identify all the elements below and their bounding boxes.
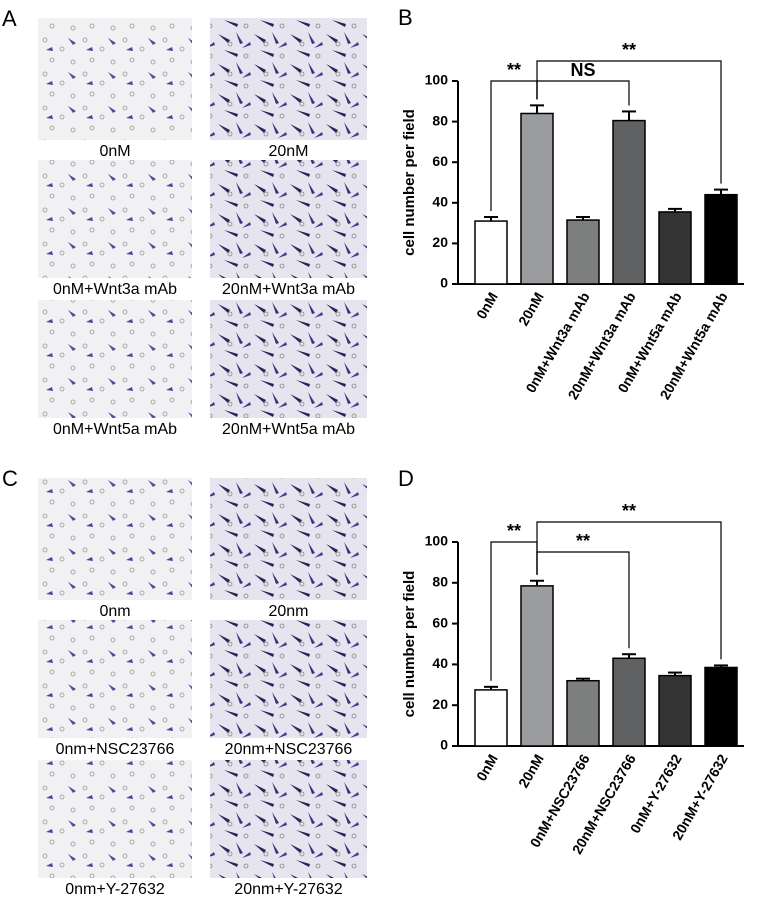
image-caption: 0nM+Wnt3a mAb	[53, 281, 177, 298]
micrograph	[210, 18, 367, 140]
y-tick-label: 100	[425, 72, 449, 88]
image-caption: 0nm	[99, 603, 130, 620]
bar	[612, 119, 646, 285]
y-tick-label: 20	[432, 696, 448, 712]
micrograph	[210, 300, 367, 418]
significance-label: **	[576, 531, 590, 551]
micrograph	[210, 760, 367, 878]
y-tick-label: 0	[440, 275, 448, 291]
significance-label: **	[622, 501, 636, 521]
significance-bracket	[536, 80, 630, 106]
y-tick-label: 80	[432, 574, 448, 590]
image-caption: 20nM+Wnt5a mAb	[222, 421, 355, 438]
bar	[658, 674, 692, 747]
y-tick-label: 60	[432, 614, 448, 630]
y-tick-label: 0	[440, 737, 448, 753]
y-tick-label: 40	[432, 194, 448, 210]
bar	[658, 211, 692, 285]
y-axis-label: cell number per field	[401, 109, 418, 256]
micrograph	[38, 620, 192, 738]
image-caption: 0nm+Y-27632	[65, 881, 165, 898]
significance-label: **	[507, 521, 521, 541]
micrograph	[210, 160, 367, 278]
image-caption: 20nM	[268, 143, 308, 160]
y-tick-label: 20	[432, 234, 448, 250]
image-caption: 20nm+Y-27632	[234, 881, 342, 898]
y-axis-label: cell number per field	[401, 571, 418, 718]
micrograph	[38, 160, 192, 278]
bar	[520, 585, 554, 747]
image-caption: 20nM+Wnt3a mAb	[222, 281, 355, 298]
micrograph	[210, 478, 367, 600]
bar	[566, 679, 600, 747]
panel-label: A	[2, 6, 17, 31]
image-caption: 20nm+NSC23766	[225, 741, 353, 758]
image-caption: 20nm	[268, 603, 308, 620]
bar	[474, 689, 508, 747]
y-tick-label: 40	[432, 655, 448, 671]
y-tick-label: 80	[432, 112, 448, 128]
y-tick-label: 60	[432, 153, 448, 169]
bar	[704, 666, 738, 747]
panel-label: B	[398, 5, 413, 30]
micrograph	[38, 300, 192, 418]
significance-label: **	[622, 40, 636, 60]
panel-label: D	[398, 466, 414, 491]
micrograph	[38, 760, 192, 878]
bar	[704, 193, 738, 285]
x-tick-label: 20nM	[515, 289, 547, 328]
image-caption: 0nM+Wnt5a mAb	[53, 421, 177, 438]
significance-label: **	[507, 60, 521, 80]
y-tick-label: 100	[425, 533, 449, 549]
bar	[612, 657, 646, 747]
bar	[474, 220, 508, 285]
image-caption: 0nM	[99, 143, 130, 160]
micrograph	[210, 620, 367, 738]
micrograph	[38, 18, 192, 140]
micrograph	[38, 478, 192, 600]
x-tick-label: 0nM	[473, 751, 501, 783]
significance-bracket	[536, 60, 722, 184]
significance-bracket	[536, 521, 722, 660]
x-tick-label: 0nM	[473, 289, 501, 321]
bar	[566, 219, 600, 285]
significance-label: NS	[570, 60, 595, 80]
bar	[520, 112, 554, 285]
image-caption: 0nm+NSC23766	[56, 741, 175, 758]
panel-label: C	[2, 466, 18, 491]
x-tick-label: 20nM	[515, 751, 547, 790]
